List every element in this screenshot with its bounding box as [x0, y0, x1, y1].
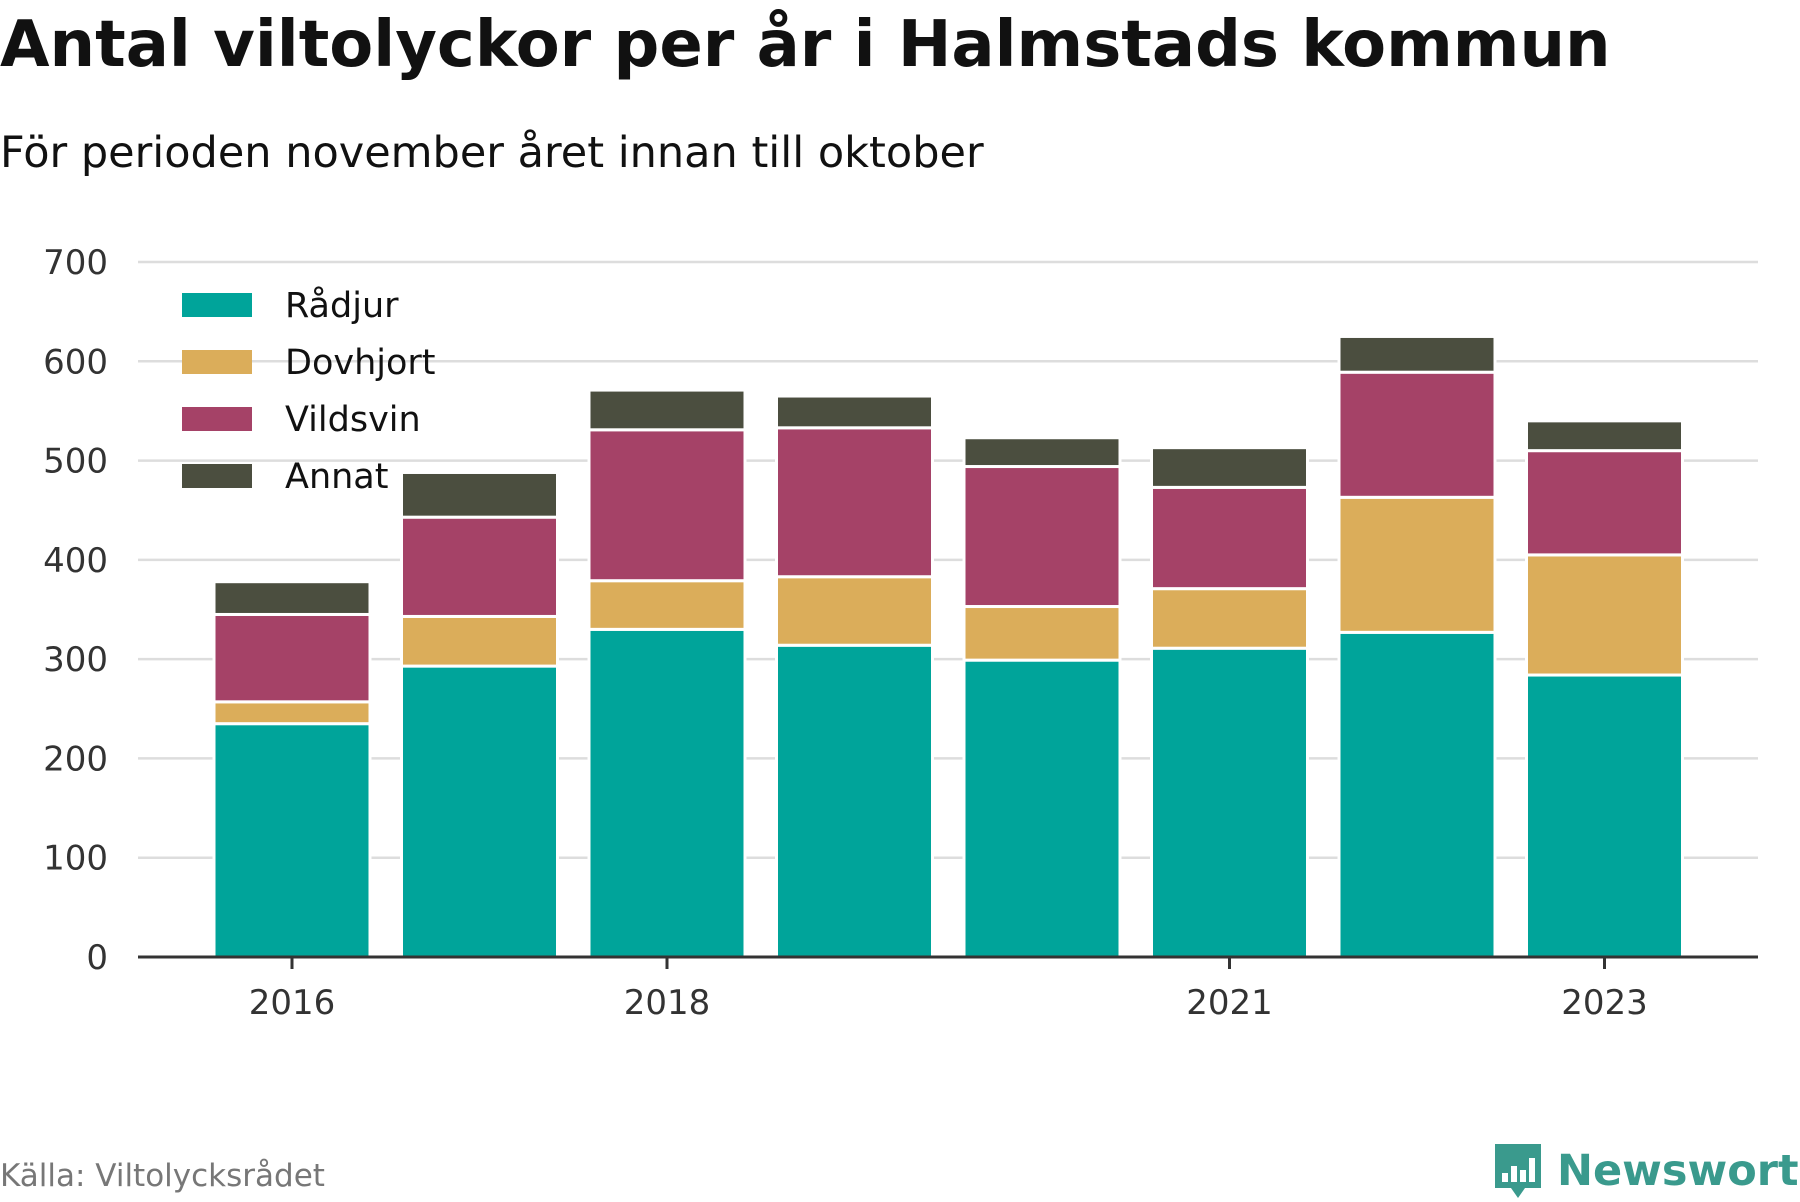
bar-segment — [1525, 673, 1684, 959]
bar-segment — [400, 614, 559, 668]
bar-segment — [212, 700, 372, 726]
chart-title: Antal viltolyckor per år i Halmstads kom… — [0, 8, 1611, 82]
bar-segment — [587, 579, 747, 631]
bar-segment — [1150, 446, 1309, 489]
bar-segment — [1525, 553, 1684, 677]
bar-segment — [212, 612, 372, 704]
legend-label: Rådjur — [285, 285, 399, 326]
bar-segment — [212, 580, 372, 616]
legend-label: Annat — [285, 457, 388, 497]
y-tick-label: 500 — [43, 442, 108, 482]
bar-segment — [587, 388, 747, 432]
x-tick-label: 2018 — [624, 983, 711, 1023]
x-axis: 2016 2018 2021 2023 — [138, 955, 1758, 1023]
chart-subtitle: För perioden november året innan till ok… — [0, 128, 984, 178]
bar-segment — [1150, 485, 1309, 591]
x-tick-label: 2023 — [1561, 983, 1648, 1023]
bar-segment — [1337, 334, 1497, 374]
bar-segment — [775, 394, 934, 430]
bar-segment — [775, 426, 934, 579]
bar-segment — [962, 436, 1122, 469]
bars — [212, 334, 1684, 959]
y-tick-label: 200 — [43, 739, 108, 779]
bar-segment — [587, 428, 747, 583]
x-tick-label: 2016 — [249, 983, 336, 1023]
legend-swatch — [182, 407, 252, 431]
bar-segment — [1337, 495, 1497, 634]
legend-label: Vildsvin — [285, 400, 421, 440]
newsworthy-logo-icon — [1495, 1144, 1541, 1198]
brand-logo[interactable]: Newsworthy — [1493, 1140, 1800, 1202]
bar-segment — [1525, 449, 1684, 557]
y-tick-label: 400 — [43, 541, 108, 581]
bar-segment — [962, 605, 1122, 662]
y-tick-label: 100 — [43, 839, 108, 879]
legend-swatch — [182, 293, 252, 317]
y-tick-label: 0 — [86, 938, 108, 978]
source-note: Källa: Viltolycksrådet — [0, 1158, 325, 1194]
legend-swatch — [182, 464, 252, 488]
y-tick-label: 600 — [43, 342, 108, 382]
bar-segment — [400, 470, 559, 519]
y-axis-labels: 0 100 200 300 400 500 600 700 — [43, 243, 108, 978]
brand-name: Newsworthy — [1557, 1146, 1800, 1196]
bar-segment — [962, 465, 1122, 609]
bar-segment — [962, 658, 1122, 959]
bar-segment — [212, 722, 372, 959]
legend-swatch — [182, 350, 252, 374]
bar-segment — [587, 627, 747, 959]
bar-segment — [1337, 370, 1497, 499]
y-tick-label: 700 — [43, 243, 108, 283]
x-tick-label: 2021 — [1186, 983, 1273, 1023]
bar-segment — [1525, 419, 1684, 453]
legend-label: Dovhjort — [285, 343, 436, 383]
bar-segment — [775, 575, 934, 647]
bar-segment — [1337, 630, 1497, 959]
bar-segment — [1150, 587, 1309, 650]
y-tick-label: 300 — [43, 640, 108, 680]
bar-segment — [775, 643, 934, 959]
bar-segment — [400, 515, 559, 618]
bar-segment — [1150, 646, 1309, 959]
legend: Rådjur Dovhjort Vildsvin Annat — [182, 285, 436, 497]
bar-segment — [400, 664, 559, 959]
